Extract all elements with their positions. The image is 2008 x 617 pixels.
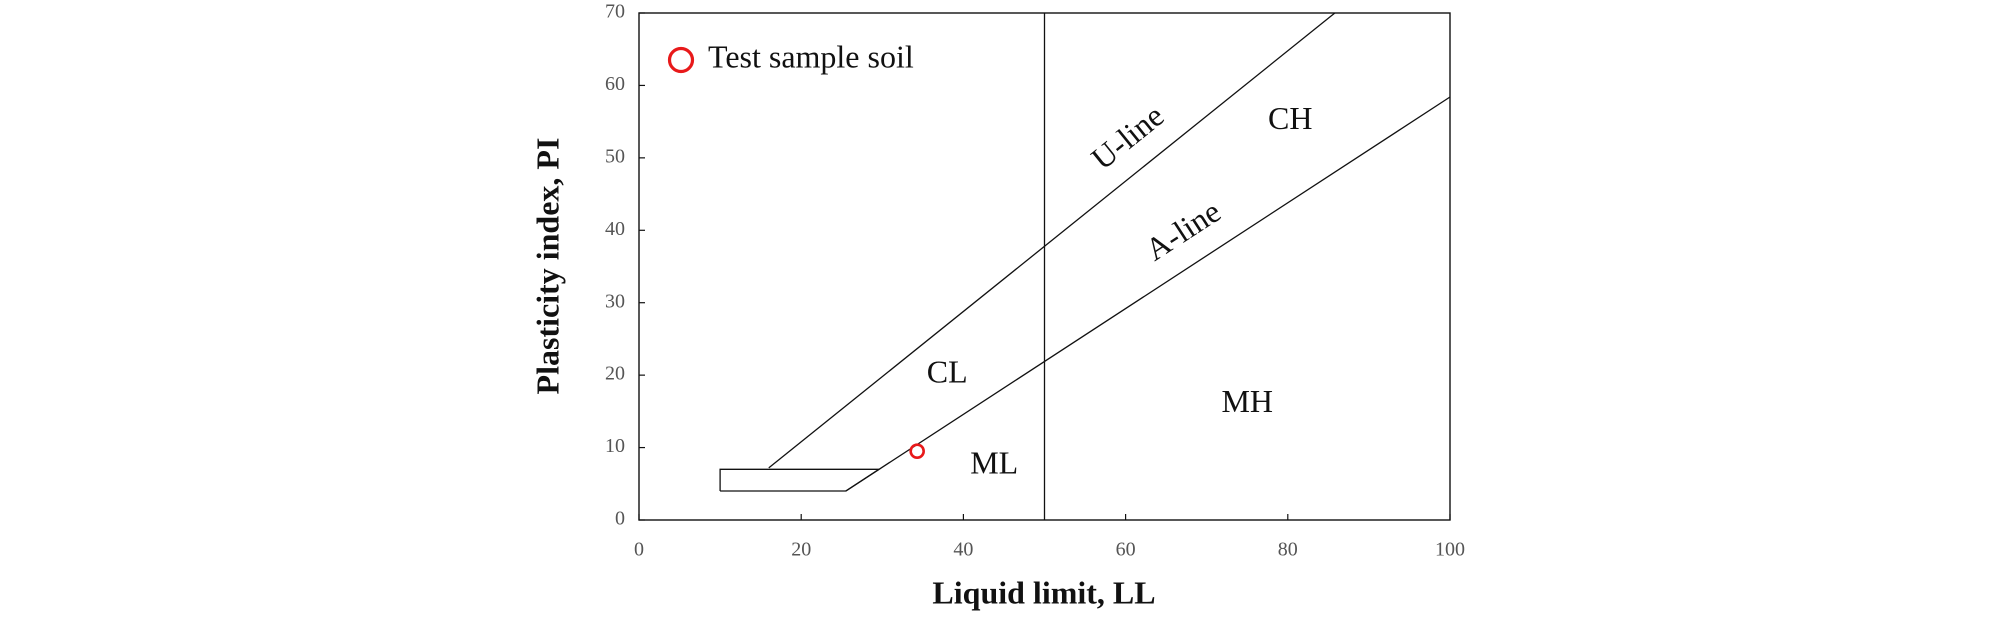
reference-line xyxy=(719,468,882,492)
x-tick-label: 100 xyxy=(1435,539,1465,561)
y-tick-label: 40 xyxy=(605,218,625,240)
line-label: A-line xyxy=(1139,193,1227,268)
legend-label: Test sample soil xyxy=(708,38,914,74)
x-tick-label: 60 xyxy=(1116,539,1136,561)
y-tick-label: 20 xyxy=(605,363,625,385)
y-tick-label: 60 xyxy=(605,73,625,95)
legend-marker xyxy=(667,46,695,74)
y-axis-title: Plasticity index, PI xyxy=(529,138,565,395)
x-tick-label: 80 xyxy=(1278,539,1298,561)
plot-frame xyxy=(638,12,1451,521)
x-tick-label: 20 xyxy=(791,539,811,561)
line-label: U-line xyxy=(1084,97,1170,176)
region-label: CL xyxy=(927,353,968,389)
y-tick-label: 0 xyxy=(615,508,625,530)
region-label: ML xyxy=(970,445,1018,481)
x-axis-title: Liquid limit, LL xyxy=(932,574,1155,610)
x-tick-label: 40 xyxy=(953,539,973,561)
region-label: CH xyxy=(1268,100,1312,136)
x-tick-label: 0 xyxy=(634,539,644,561)
reference-line xyxy=(845,96,1451,492)
y-tick-label: 70 xyxy=(605,1,625,23)
region-label: MH xyxy=(1221,383,1273,419)
y-tick-label: 50 xyxy=(605,145,625,167)
data-point xyxy=(909,443,925,459)
reference-line xyxy=(768,12,1336,469)
y-tick-label: 10 xyxy=(605,435,625,457)
y-tick-label: 30 xyxy=(605,290,625,312)
